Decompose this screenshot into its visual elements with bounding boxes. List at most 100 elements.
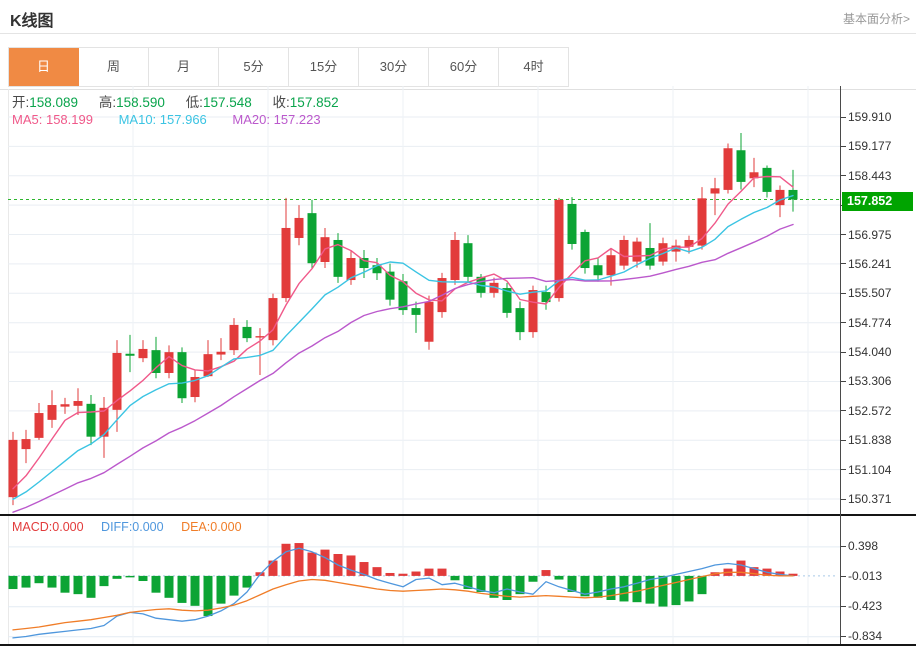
fundamental-analysis-link[interactable]: 基本面分析> — [842, 12, 910, 26]
candle-down — [385, 271, 395, 300]
candle-up — [606, 255, 616, 276]
tab-15min[interactable]: 15分 — [289, 48, 359, 86]
macd-bar — [450, 575, 460, 581]
axis-tick-mark — [841, 292, 846, 294]
candle-down — [125, 353, 135, 356]
candle-up — [346, 258, 356, 281]
macd-bar — [541, 570, 551, 576]
macd-bar — [528, 575, 538, 582]
candle-down — [463, 243, 473, 277]
price-tick-label: 158.443 — [848, 168, 892, 183]
axis-tick-mark — [841, 234, 846, 236]
tab-60min[interactable]: 60分 — [429, 48, 499, 86]
candle-up — [216, 351, 226, 355]
macd-tick-label: -0.834 — [848, 629, 883, 643]
macd-bar — [99, 575, 109, 587]
price-tick-label: 152.572 — [848, 403, 892, 418]
chart-top-border — [0, 89, 916, 90]
candle-up — [112, 352, 122, 410]
tab-month[interactable]: 月 — [149, 48, 219, 86]
candle-down — [580, 231, 590, 269]
macd-bar — [320, 549, 330, 576]
macd-bar — [242, 575, 252, 588]
tab-4hour[interactable]: 4时 — [499, 48, 569, 86]
macd-bar — [112, 575, 122, 579]
ma5-line — [12, 175, 794, 490]
candle-up — [8, 439, 18, 498]
candle-down — [645, 247, 655, 266]
candle-up — [489, 282, 499, 293]
candle-up — [60, 404, 70, 407]
price-tick-label: 159.910 — [848, 110, 892, 124]
price-tick-label: 150.371 — [848, 492, 892, 506]
title-divider — [0, 33, 916, 34]
macd-bar — [424, 568, 434, 576]
candle-up — [528, 290, 538, 333]
macd-bar — [60, 575, 70, 593]
ohlc-readout: 开:158.089 高:158.590 低:157.548 收:157.852 — [12, 91, 356, 111]
axis-tick-mark — [841, 498, 846, 500]
macd-bar — [385, 572, 395, 576]
macd-bar — [749, 567, 759, 576]
dea-value-readout: DEA:0.000 — [181, 520, 242, 534]
candle-up — [47, 405, 57, 420]
macd-bar — [47, 575, 57, 588]
macd-bar — [281, 543, 291, 576]
macd-bar — [346, 555, 356, 576]
ma-readout: MA5: 158.199 MA10: 157.966 MA20: 157.223 — [12, 112, 343, 127]
macd-bar — [593, 575, 603, 598]
candle-up — [73, 401, 83, 406]
candle-up — [424, 301, 434, 342]
macd-bar — [138, 575, 148, 582]
macd-bar — [359, 562, 369, 576]
macd-bar — [125, 575, 135, 578]
candle-up — [710, 188, 720, 194]
candle-down — [372, 265, 382, 274]
macd-bar — [736, 560, 746, 576]
macd-readout: MACD:0.000 DIFF:0.000 DEA:0.000 — [12, 520, 256, 534]
macd-bar — [697, 575, 707, 595]
candle-up — [255, 336, 265, 338]
macd-chart[interactable] — [0, 516, 840, 644]
ma10-line — [12, 194, 794, 501]
axis-tick-mark — [841, 575, 846, 577]
open-readout: 开:158.089 — [12, 95, 79, 110]
candle-down — [177, 352, 187, 399]
axis-tick-mark — [841, 410, 846, 412]
candle-down — [151, 350, 161, 373]
macd-bar — [632, 575, 642, 603]
high-readout: 高:158.590 — [98, 95, 165, 110]
page-title: K线图 — [10, 13, 54, 30]
macd-bar — [788, 573, 798, 576]
candle-up — [229, 324, 239, 351]
tab-5min[interactable]: 5分 — [219, 48, 289, 86]
price-tick-label: 155.507 — [848, 286, 892, 301]
macd-tick-label: -0.013 — [848, 569, 883, 583]
candle-up — [632, 241, 642, 262]
pane-separator — [0, 514, 916, 516]
candle-up — [190, 376, 200, 398]
macd-bar — [73, 575, 83, 595]
tab-30min[interactable]: 30分 — [359, 48, 429, 86]
macd-bar — [463, 575, 473, 590]
candle-down — [541, 292, 551, 303]
price-tick-label: 151.838 — [848, 433, 892, 448]
macd-bar — [437, 568, 447, 576]
candlestick-chart[interactable] — [0, 86, 840, 514]
candle-up — [684, 239, 694, 247]
price-tick-label: 154.774 — [848, 315, 892, 330]
candle-up — [268, 298, 278, 341]
tab-week[interactable]: 周 — [79, 48, 149, 86]
price-tick-label: 156.975 — [848, 227, 892, 242]
price-tick-label: 159.177 — [848, 139, 892, 154]
candle-down — [359, 258, 369, 269]
candle-up — [554, 199, 564, 299]
candle-up — [723, 148, 733, 190]
axis-tick-mark — [841, 175, 846, 177]
macd-bar — [645, 575, 655, 604]
axis-tick-mark — [841, 439, 846, 441]
candle-up — [749, 172, 759, 179]
candle-down — [333, 239, 343, 277]
macd-bar — [21, 575, 31, 588]
tab-day[interactable]: 日 — [9, 48, 79, 86]
